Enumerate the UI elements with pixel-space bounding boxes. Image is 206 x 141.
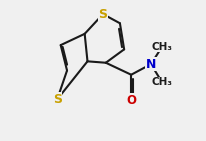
Text: CH₃: CH₃ — [152, 78, 173, 87]
Text: S: S — [53, 93, 62, 106]
Text: O: O — [126, 94, 136, 107]
Text: CH₃: CH₃ — [152, 42, 173, 51]
Text: S: S — [98, 8, 108, 21]
Text: N: N — [146, 58, 156, 71]
